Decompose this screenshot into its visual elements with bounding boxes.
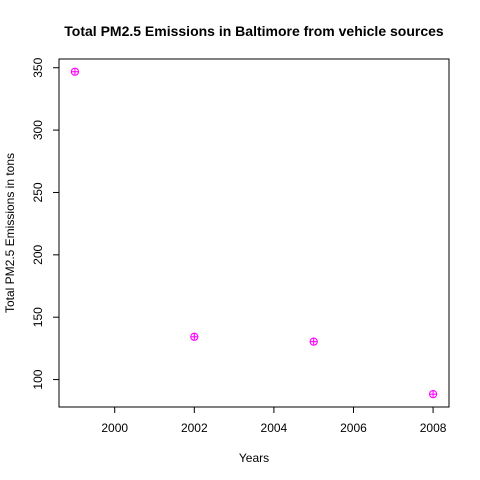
- y-axis-label: Total PM2.5 Emissions in tons: [3, 153, 17, 313]
- data-point-2008: [428, 390, 438, 399]
- x-tick-label-2004: 2004: [261, 421, 288, 435]
- y-tick-label-250: 250: [31, 182, 45, 202]
- y-tick-label-350: 350: [31, 57, 45, 77]
- x-tick-label-2002: 2002: [181, 421, 208, 435]
- plot-area: [58, 58, 450, 408]
- y-tick-label-100: 100: [31, 369, 45, 389]
- data-point-2002: [190, 332, 199, 341]
- chart-title: Total PM2.5 Emissions in Baltimore from …: [64, 23, 444, 39]
- x-tick-label-2008: 2008: [420, 421, 447, 435]
- x-axis: 2000 2002 2004 2006 2008: [101, 407, 447, 435]
- x-axis-label: Years: [239, 451, 269, 465]
- y-tick-label-200: 200: [31, 244, 45, 264]
- x-tick-label-2000: 2000: [101, 421, 128, 435]
- data-point-1999: [70, 67, 80, 76]
- data-points: [70, 67, 438, 399]
- data-point-2005: [309, 337, 318, 346]
- y-axis: 100 150 200 250 300 350: [31, 57, 59, 390]
- x-tick-label-2006: 2006: [340, 421, 367, 435]
- y-tick-label-300: 300: [31, 120, 45, 140]
- y-tick-label-150: 150: [31, 307, 45, 327]
